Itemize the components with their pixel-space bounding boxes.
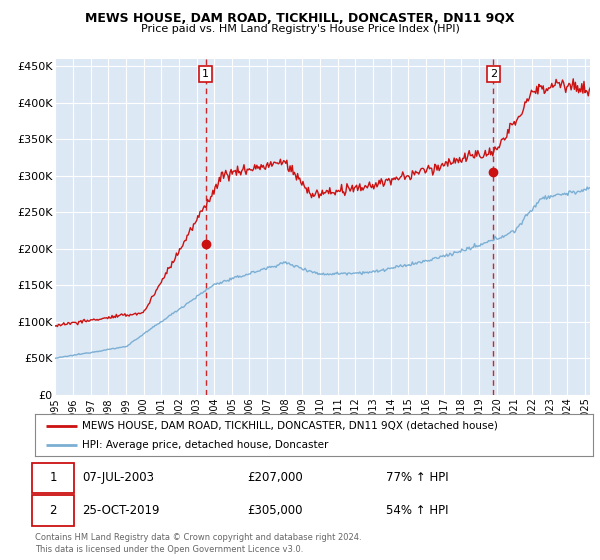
Text: Contains HM Land Registry data © Crown copyright and database right 2024.
This d: Contains HM Land Registry data © Crown c… [35, 533, 361, 554]
Text: £207,000: £207,000 [247, 471, 302, 484]
Text: MEWS HOUSE, DAM ROAD, TICKHILL, DONCASTER, DN11 9QX (detached house): MEWS HOUSE, DAM ROAD, TICKHILL, DONCASTE… [82, 421, 498, 431]
Text: 54% ↑ HPI: 54% ↑ HPI [386, 505, 449, 517]
Text: 1: 1 [49, 472, 56, 484]
Text: HPI: Average price, detached house, Doncaster: HPI: Average price, detached house, Donc… [82, 440, 329, 450]
Text: MEWS HOUSE, DAM ROAD, TICKHILL, DONCASTER, DN11 9QX: MEWS HOUSE, DAM ROAD, TICKHILL, DONCASTE… [85, 12, 515, 25]
Text: 2: 2 [490, 69, 497, 79]
Text: 07-JUL-2003: 07-JUL-2003 [82, 471, 154, 484]
Text: 2: 2 [49, 505, 56, 517]
Text: Price paid vs. HM Land Registry's House Price Index (HPI): Price paid vs. HM Land Registry's House … [140, 24, 460, 34]
FancyBboxPatch shape [32, 496, 74, 526]
Text: 77% ↑ HPI: 77% ↑ HPI [386, 471, 449, 484]
Text: 1: 1 [202, 69, 209, 79]
Text: £305,000: £305,000 [247, 505, 302, 517]
Text: 25-OCT-2019: 25-OCT-2019 [82, 505, 160, 517]
FancyBboxPatch shape [32, 463, 74, 493]
